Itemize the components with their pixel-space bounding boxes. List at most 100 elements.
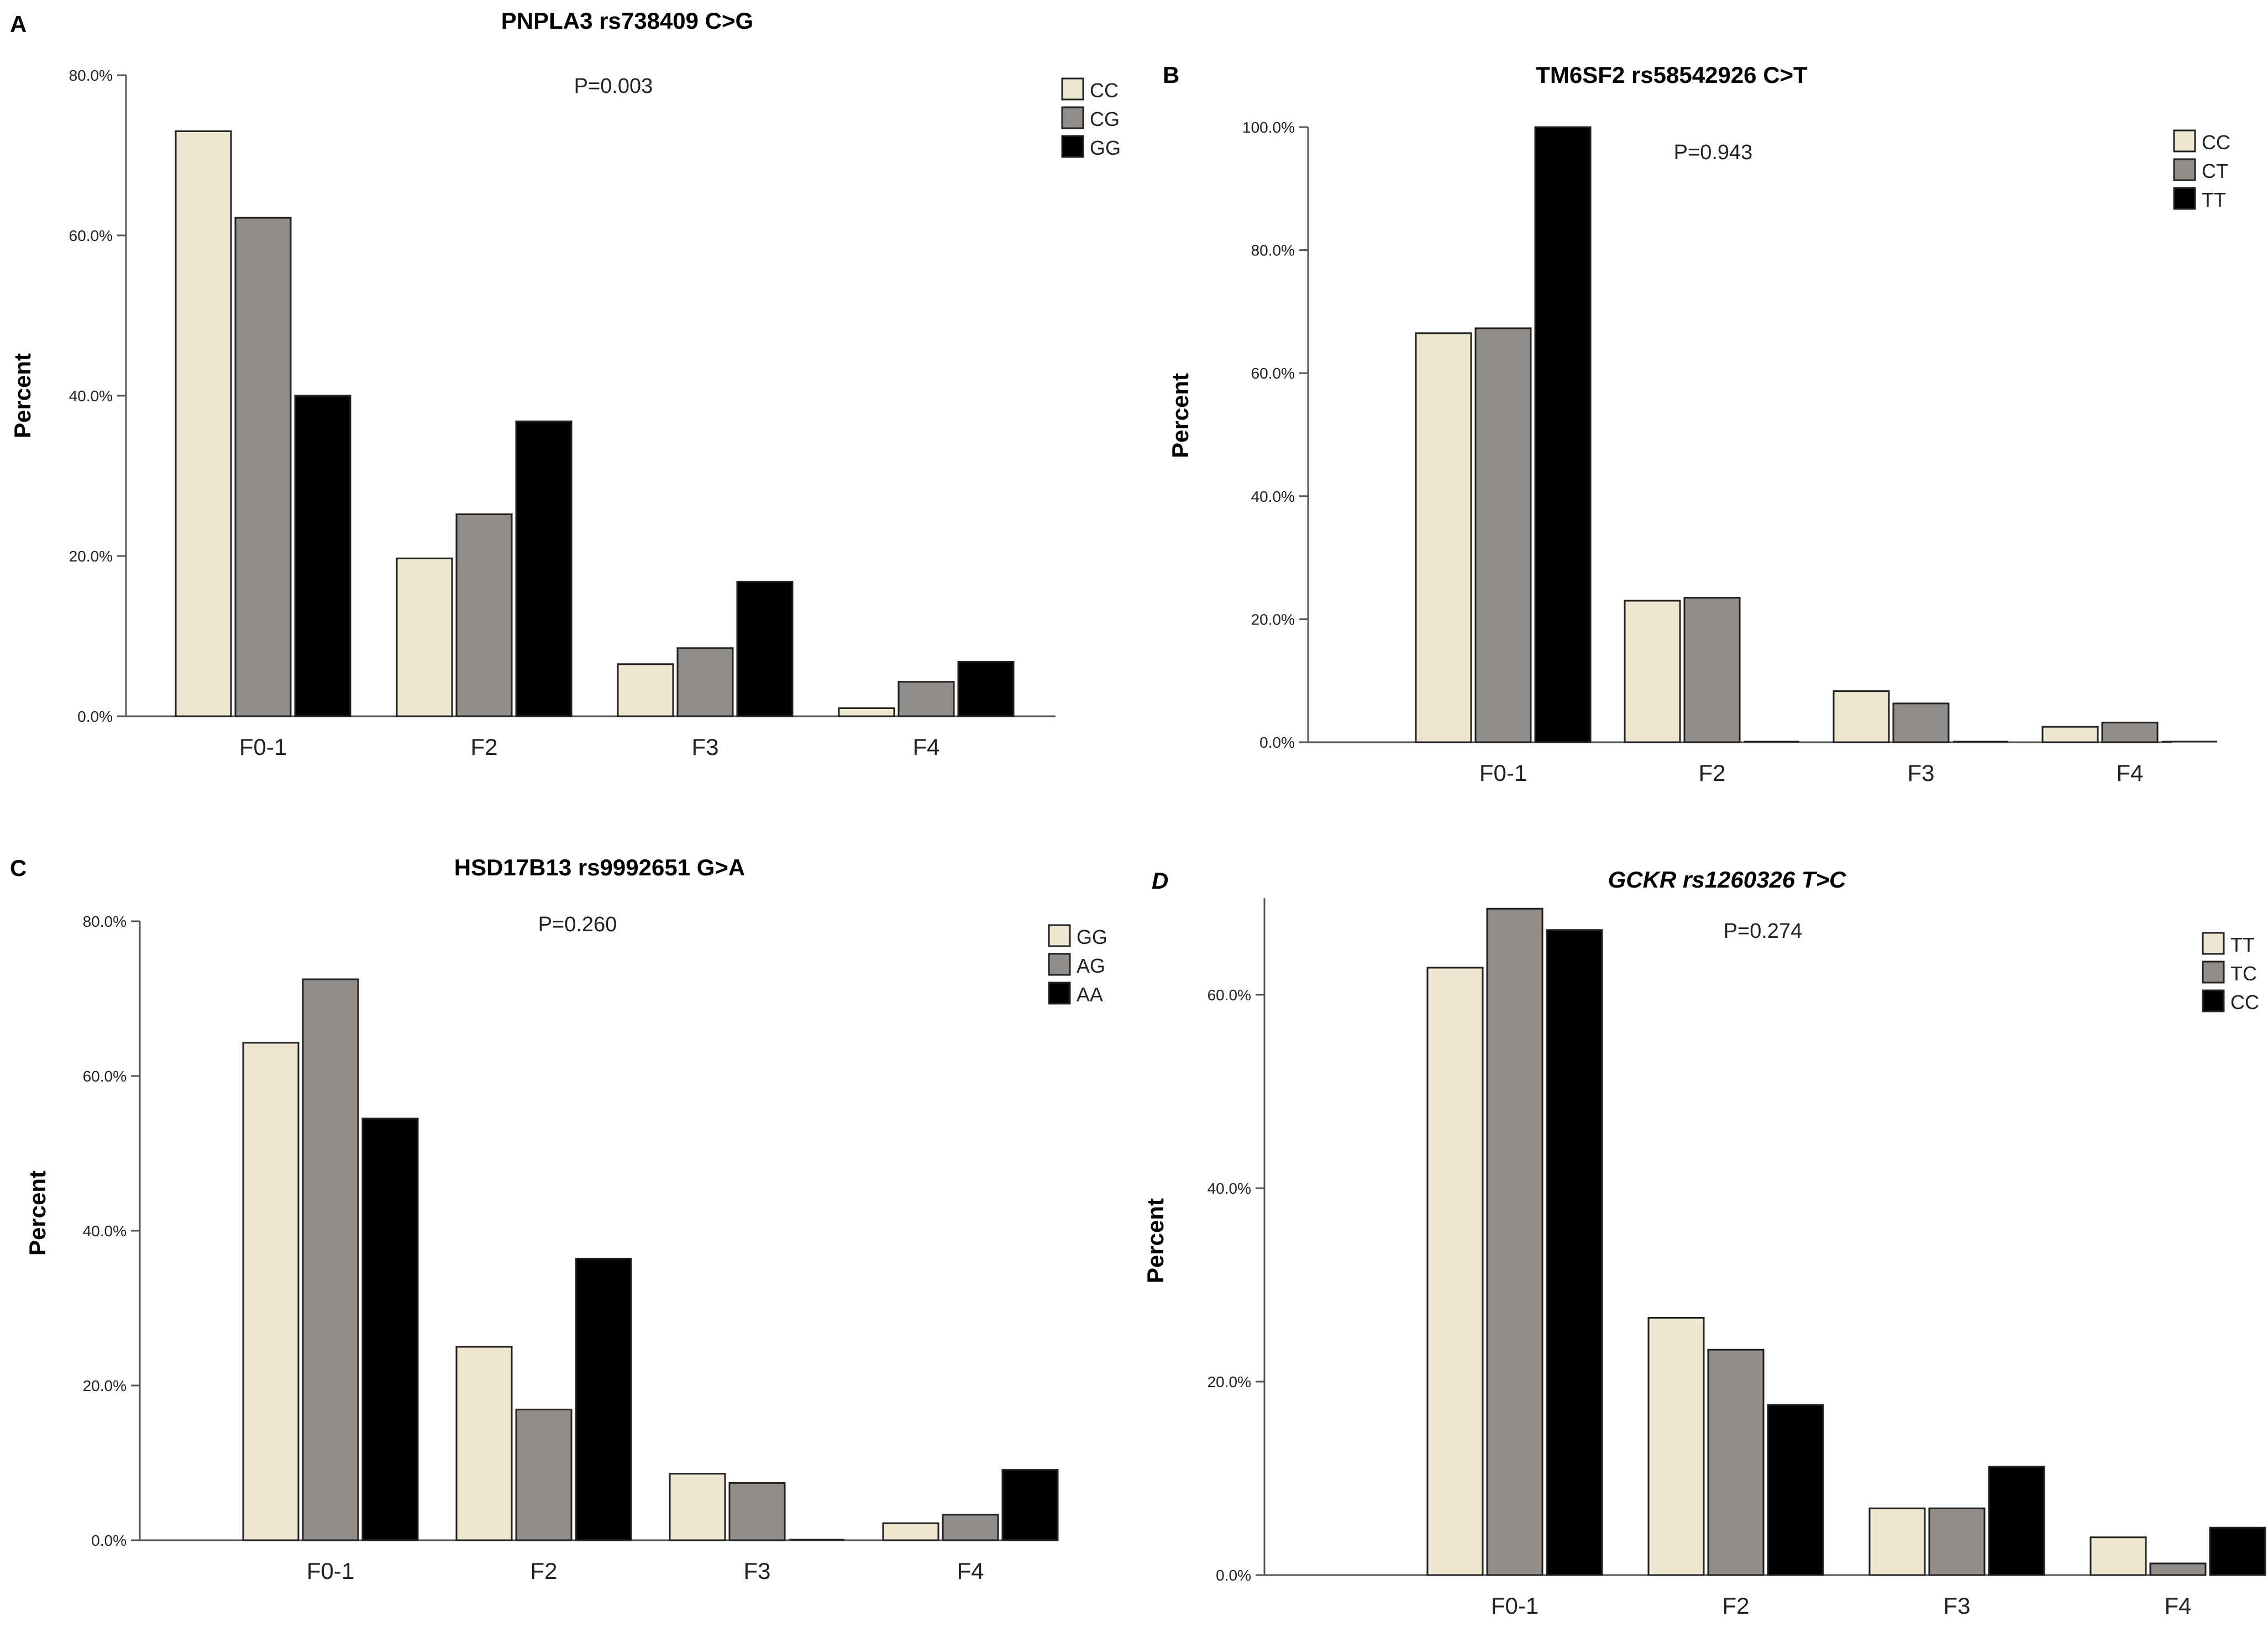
chart-title: TM6SF2 rs58542926 C>T <box>1536 62 1808 88</box>
bar-cc-f4 <box>838 707 895 717</box>
x-tick-label: F4 <box>2116 760 2143 786</box>
y-tick-label: 20.0% <box>1251 611 1295 628</box>
panel-letter: D <box>1152 868 1168 894</box>
p-value-annotation: P=0.003 <box>574 75 653 98</box>
p-value-annotation: P=0.274 <box>1724 920 1803 943</box>
x-tick-label: F2 <box>530 1558 557 1584</box>
bar-cc-f3 <box>1988 1466 2045 1576</box>
legend-swatch-gg <box>1048 924 1071 947</box>
bar-tt-f01 <box>1534 126 1592 743</box>
chart-panel-d: D GCKR rs1260326 T>C P=0.274 Percent 0.0% 20.… <box>1142 867 2266 1619</box>
legend-swatch-aa <box>1048 982 1071 1005</box>
y-tick-label: 40.0% <box>1208 1180 1251 1197</box>
legend-label-tc: TC <box>2230 962 2257 985</box>
bar-cc-f3 <box>1833 690 1890 743</box>
legend-swatch-tt <box>2173 187 2196 210</box>
bar-cg-f01 <box>234 217 292 717</box>
y-tick-label: 20.0% <box>1208 1373 1251 1390</box>
y-tick-label: 60.0% <box>1208 986 1251 1004</box>
y-axis-label: Percent <box>1167 373 1193 458</box>
bar-cc-f3 <box>617 663 674 717</box>
chart-title: PNPLA3 rs738409 C>G <box>501 8 753 34</box>
y-tick-label: 40.0% <box>69 387 113 405</box>
y-tick-label: 80.0% <box>1251 242 1295 259</box>
legend-swatch-cg <box>1061 106 1084 129</box>
y-tick-label: 60.0% <box>83 1068 127 1085</box>
bar-tt-f4 <box>2090 1536 2147 1576</box>
y-tick-label: 20.0% <box>69 548 113 565</box>
bar-gg-f3 <box>736 580 794 717</box>
x-tick-label: F0-1 <box>307 1558 354 1584</box>
legend-swatch-cc <box>2173 129 2196 153</box>
x-tick-label: F2 <box>1698 760 1725 786</box>
bar-aa-f4 <box>1001 1469 1059 1541</box>
y-tick-label: 0.0% <box>1259 734 1295 751</box>
x-tick-label: F2 <box>470 734 497 760</box>
bar-ct-f4 <box>2101 721 2159 743</box>
x-tick-label: F2 <box>1722 1593 1749 1619</box>
bar-ag-f4 <box>942 1514 999 1541</box>
x-tick-label: F4 <box>912 734 939 760</box>
legend-label-ag: AG <box>1077 954 1105 977</box>
x-tick-label: F4 <box>957 1558 984 1584</box>
x-tick-label: F0-1 <box>1479 760 1527 786</box>
legend-label-cc: CC <box>2202 131 2230 154</box>
legend-swatch-tt <box>2202 932 2225 955</box>
legend-label-gg: GG <box>1090 137 1121 159</box>
p-value-annotation: P=0.943 <box>1674 141 1753 164</box>
bar-ct-f3 <box>1892 702 1950 743</box>
bar-ct-f2 <box>1683 596 1741 743</box>
chart-panel-c: C HSD17B13 rs9992651 G>A P=0.260 Percent 0.0… <box>10 854 1107 1584</box>
bar-cc-f2 <box>396 557 453 717</box>
bar-cc-f2 <box>1624 600 1681 743</box>
bar-tc-f2 <box>1707 1348 1765 1576</box>
y-tick-label: 60.0% <box>69 227 113 244</box>
bar-cc-f01 <box>1546 929 1603 1576</box>
x-tick-label: F3 <box>743 1558 770 1584</box>
bar-ag-f3 <box>728 1482 786 1541</box>
y-tick-label: 80.0% <box>83 913 127 930</box>
y-tick-label: 0.0% <box>91 1532 127 1549</box>
x-tick-label: F3 <box>1943 1593 1970 1619</box>
bar-cc-f2 <box>1767 1404 1824 1576</box>
y-tick-label: 0.0% <box>77 708 113 725</box>
legend-label-cc: CC <box>1090 79 1119 102</box>
legend-label-tt: TT <box>2202 188 2226 211</box>
legend-swatch-ag <box>1048 953 1071 976</box>
bar-cg-f2 <box>455 513 513 717</box>
x-tick-label: F0-1 <box>239 734 287 760</box>
bar-aa-f01 <box>361 1117 419 1541</box>
legend-swatch-tc <box>2202 961 2225 984</box>
legend-label-aa: AA <box>1077 983 1103 1006</box>
bar-aa-f2 <box>575 1257 632 1541</box>
p-value-annotation: P=0.260 <box>538 913 617 936</box>
x-tick-label: F3 <box>691 734 718 760</box>
bar-ag-f2 <box>515 1408 573 1541</box>
chart-title: HSD17B13 rs9992651 G>A <box>454 854 746 880</box>
panel-letter: C <box>10 855 27 881</box>
x-tick-label: F3 <box>1907 760 1934 786</box>
y-tick-label: 60.0% <box>1251 365 1295 382</box>
bar-tc-f4 <box>2149 1562 2207 1576</box>
bar-gg-f4 <box>882 1522 939 1541</box>
bar-cc-f4 <box>2209 1526 2266 1576</box>
x-tick-label: F0-1 <box>1491 1593 1539 1619</box>
legend-label-gg: GG <box>1077 926 1107 948</box>
legend-label-cg: CG <box>1090 108 1120 130</box>
bar-gg-f2 <box>455 1346 513 1541</box>
bar-gg-f4 <box>957 660 1015 717</box>
bar-ag-f01 <box>302 978 359 1541</box>
bar-tt-f01 <box>1426 967 1484 1576</box>
y-tick-label: 40.0% <box>83 1222 127 1240</box>
legend-swatch-cc <box>2202 989 2225 1012</box>
y-axis-label: Percent <box>1142 1198 1168 1283</box>
bar-gg-f01 <box>242 1042 300 1541</box>
bar-gg-f01 <box>294 395 351 717</box>
bar-cg-f3 <box>676 647 734 717</box>
bar-tc-f01 <box>1486 907 1544 1576</box>
y-axis-label: Percent <box>9 353 35 438</box>
y-tick-label: 100.0% <box>1242 119 1295 136</box>
chart-title: GCKR rs1260326 T>C <box>1608 867 1846 893</box>
legend-label-ct: CT <box>2202 160 2228 182</box>
